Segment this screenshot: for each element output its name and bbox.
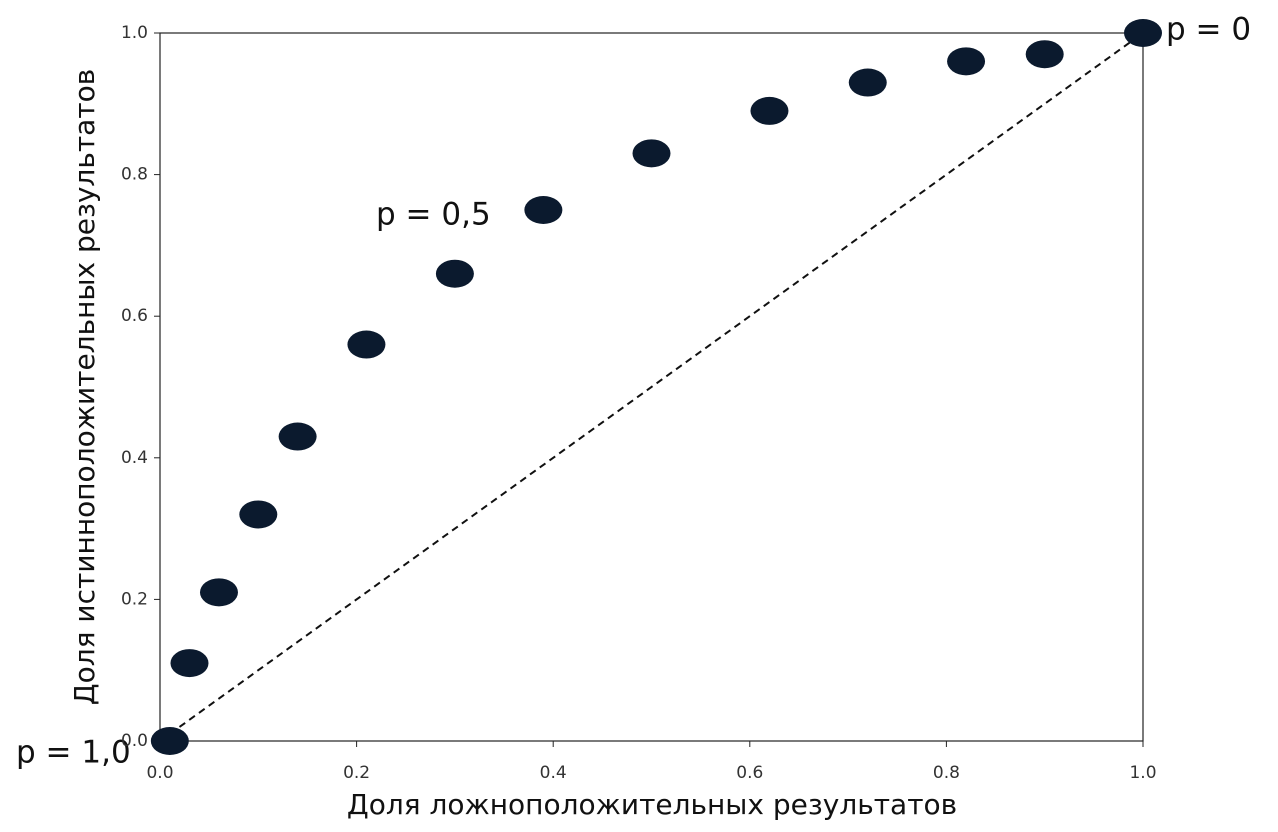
point — [435, 259, 474, 288]
y-tick-label: 0.0 — [121, 731, 148, 751]
point — [150, 727, 189, 755]
point — [750, 96, 789, 125]
point — [848, 68, 887, 97]
annotation: p = 1,0 — [16, 735, 131, 771]
x-tick-label: 0.4 — [540, 763, 567, 783]
point — [199, 578, 238, 607]
point — [170, 649, 209, 678]
point — [239, 500, 278, 529]
y-tick-label: 0.4 — [121, 448, 148, 468]
y-tick-label: 0.8 — [121, 165, 148, 185]
point — [524, 196, 563, 224]
x-tick-label: 1.0 — [1129, 763, 1156, 783]
x-tick-label: 0.6 — [736, 763, 763, 783]
y-axis-label: Доля истинноположительных результатов — [68, 69, 101, 705]
point — [1124, 19, 1162, 47]
diagonal-line — [159, 32, 1144, 742]
point — [947, 47, 986, 76]
annotation: p = 0 — [1166, 12, 1251, 48]
y-tick-label: 0.6 — [121, 306, 148, 326]
y-tick-label: 0.2 — [121, 589, 148, 609]
x-tick-label: 0.8 — [933, 763, 960, 783]
point — [278, 422, 317, 451]
x-tick-label: 0.0 — [146, 763, 173, 783]
annotation: p = 0,5 — [376, 197, 491, 233]
x-tick-label: 0.2 — [343, 763, 370, 783]
x-axis-label: Доля ложноположительных результатов — [347, 788, 957, 821]
point — [347, 330, 386, 359]
y-tick-label: 1.0 — [121, 23, 148, 43]
point — [632, 139, 671, 168]
point — [1025, 40, 1064, 69]
plot-frame — [159, 32, 1144, 742]
